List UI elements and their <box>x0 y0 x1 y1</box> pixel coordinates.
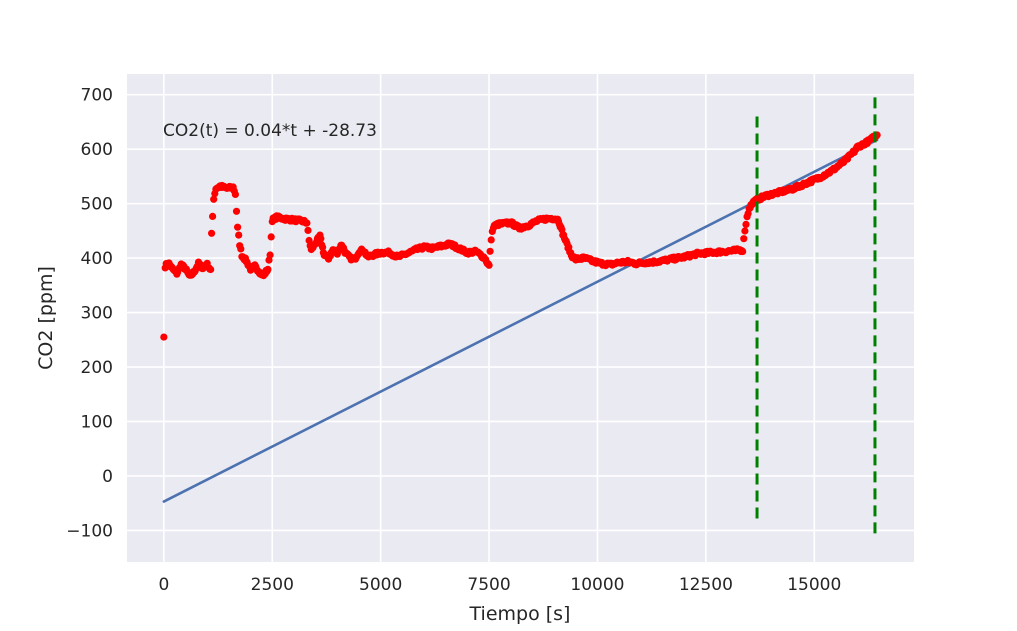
x-tick-label: 0 <box>158 575 169 595</box>
data-point <box>267 233 275 241</box>
data-point <box>209 212 217 220</box>
y-tick-label: 700 <box>81 86 113 106</box>
plot-background <box>127 74 914 562</box>
data-point <box>741 227 749 235</box>
data-point <box>303 219 311 227</box>
data-point <box>266 251 274 259</box>
data-point <box>234 223 242 231</box>
data-point <box>317 235 325 243</box>
vertical-markers <box>755 97 877 539</box>
data-point <box>231 190 239 198</box>
x-tick-label: 2500 <box>251 575 294 595</box>
y-tick-label: −100 <box>66 521 113 541</box>
x-tick-label: 15000 <box>787 575 841 595</box>
data-point <box>237 245 245 253</box>
data-point <box>264 265 272 273</box>
x-tick-label: 12500 <box>679 575 733 595</box>
data-point <box>319 243 327 251</box>
data-point <box>235 231 243 239</box>
data-point <box>207 265 215 274</box>
y-axis-label: CO2 [ppm] <box>35 266 57 370</box>
scatter-points <box>160 131 881 341</box>
y-tick-label: 300 <box>81 304 113 324</box>
y-tick-label: 600 <box>81 140 113 160</box>
fit-equation-annotation: CO2(t) = 0.04*t + -28.73 <box>163 121 377 141</box>
data-point <box>210 195 218 203</box>
grid-lines <box>127 74 914 562</box>
data-point <box>487 236 495 244</box>
data-point <box>160 333 168 341</box>
tick-labels: 0 2500 5000 7500 10000 12500 15000 −100 0 100 200 3… <box>66 86 841 595</box>
y-tick-label: 500 <box>81 195 113 215</box>
data-point <box>740 235 748 243</box>
x-tick-label: 5000 <box>359 575 402 595</box>
data-point <box>485 261 493 269</box>
data-point <box>304 226 312 234</box>
x-tick-label: 10000 <box>570 575 624 595</box>
data-point <box>486 247 494 255</box>
data-point <box>232 207 241 215</box>
data-point <box>742 220 750 228</box>
y-tick-label: 400 <box>81 249 113 269</box>
x-tick-label: 7500 <box>467 575 510 595</box>
data-point <box>208 229 216 237</box>
y-tick-label: 200 <box>81 358 113 378</box>
x-axis-label: Tiempo [s] <box>469 603 571 625</box>
y-tick-label: 0 <box>102 467 113 487</box>
y-tick-label: 100 <box>81 412 113 432</box>
data-point <box>739 247 747 256</box>
